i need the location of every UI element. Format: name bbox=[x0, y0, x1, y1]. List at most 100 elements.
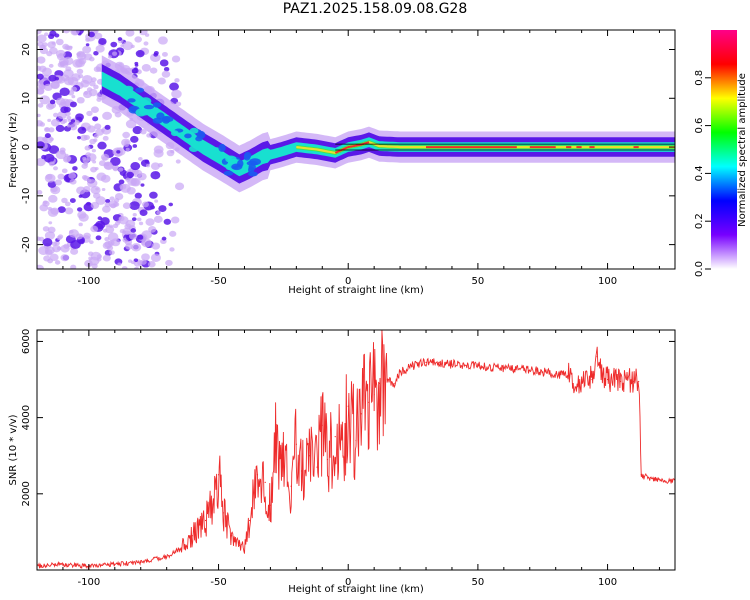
noise-speckle bbox=[147, 261, 156, 268]
noise-speckle bbox=[149, 191, 158, 199]
top-x-axis-label: Height of straight line (km) bbox=[288, 285, 424, 296]
noise-speckle bbox=[100, 217, 110, 225]
snr-point bbox=[653, 477, 655, 480]
snr-point bbox=[386, 378, 388, 381]
snr-point bbox=[568, 375, 570, 377]
snr-point bbox=[619, 380, 622, 383]
noise-speckle bbox=[37, 56, 46, 64]
noise-speckle bbox=[137, 172, 147, 181]
top-xtick-label: 50 bbox=[472, 276, 485, 287]
noise-speckle bbox=[47, 258, 54, 264]
noise-speckle bbox=[53, 166, 59, 171]
ridge-blob bbox=[151, 108, 158, 116]
noise-speckle bbox=[169, 247, 175, 252]
noise-speckle bbox=[71, 95, 76, 99]
top-ytick-label: -20 bbox=[21, 236, 32, 252]
noise-speckle bbox=[136, 217, 142, 222]
ridge-blob bbox=[170, 130, 179, 137]
noise-speckle bbox=[130, 228, 137, 233]
noise-speckle bbox=[117, 262, 122, 266]
snr-point bbox=[300, 470, 303, 472]
top-frame bbox=[36, 29, 676, 270]
noise-speckle bbox=[130, 162, 141, 171]
noise-speckle bbox=[175, 159, 181, 164]
noise-speckle bbox=[93, 138, 98, 142]
noise-speckle bbox=[170, 216, 180, 224]
noise-speckle bbox=[69, 101, 77, 108]
noise-speckle bbox=[76, 52, 81, 57]
noise-speckle bbox=[109, 224, 114, 228]
noise-speckle bbox=[54, 260, 61, 265]
noise-speckle bbox=[46, 51, 53, 57]
noise-speckle bbox=[90, 201, 100, 209]
noise-speckle bbox=[153, 215, 163, 224]
noise-speckle bbox=[166, 149, 175, 157]
snr-point bbox=[326, 458, 329, 461]
ridge-blob bbox=[188, 145, 199, 152]
noise-speckle bbox=[131, 243, 142, 252]
noise-speckle bbox=[82, 45, 92, 54]
noise-speckle bbox=[118, 167, 124, 172]
colorbar-tick-label: 0.6 bbox=[694, 118, 705, 134]
noise-speckle bbox=[37, 73, 44, 80]
noise-speckle bbox=[68, 172, 77, 179]
noise-speckle bbox=[78, 194, 83, 198]
snr-point bbox=[394, 382, 396, 384]
noise-speckle bbox=[75, 59, 85, 68]
noise-speckle bbox=[42, 200, 48, 205]
noise-speckle bbox=[95, 45, 105, 53]
snr-point bbox=[179, 548, 181, 550]
ridge-blob bbox=[152, 117, 163, 124]
noise-speckle bbox=[104, 237, 110, 242]
snr-point bbox=[334, 436, 336, 438]
noise-speckle bbox=[70, 264, 77, 269]
noise-speckle bbox=[37, 30, 42, 35]
noise-speckle bbox=[94, 32, 103, 40]
noise-speckle bbox=[56, 246, 62, 251]
noise-speckle bbox=[50, 80, 60, 89]
noise-speckle bbox=[81, 163, 88, 169]
colorbar-tick-label: 0.2 bbox=[694, 213, 705, 229]
snr-point bbox=[256, 474, 259, 476]
noise-speckle bbox=[101, 187, 106, 192]
bottom-ytick-label: 4000 bbox=[21, 405, 32, 430]
bottom-ytick-label: 2000 bbox=[21, 481, 32, 506]
bottom-xtick-label: -100 bbox=[78, 577, 101, 588]
noise-speckle bbox=[62, 156, 71, 163]
noise-speckle bbox=[104, 240, 113, 249]
noise-speckle bbox=[105, 198, 111, 204]
noise-speckle bbox=[91, 148, 96, 153]
noise-speckle bbox=[140, 183, 145, 187]
noise-speckle bbox=[90, 225, 99, 233]
noise-speckle bbox=[44, 231, 56, 240]
noise-speckle bbox=[123, 142, 129, 148]
snr-point bbox=[581, 378, 583, 381]
snr-point bbox=[378, 382, 380, 384]
noise-speckle bbox=[50, 119, 60, 127]
noise-speckle bbox=[102, 111, 113, 121]
noise-speckle bbox=[69, 198, 76, 203]
noise-speckle bbox=[57, 206, 66, 214]
noise-speckle bbox=[98, 37, 107, 45]
noise-speckle bbox=[48, 127, 55, 133]
noise-speckle bbox=[86, 110, 93, 117]
noise-speckle bbox=[60, 254, 70, 262]
ridge-blob bbox=[189, 127, 199, 134]
noise-speckle bbox=[126, 171, 134, 179]
ridge-blob bbox=[134, 87, 145, 93]
noise-speckle bbox=[174, 182, 185, 191]
noise-speckle bbox=[88, 31, 95, 38]
bottom-ytick-label: 6000 bbox=[21, 329, 32, 354]
snr-point bbox=[664, 479, 666, 482]
snr-point bbox=[606, 378, 609, 381]
snr-point bbox=[282, 462, 284, 464]
snr-point bbox=[632, 380, 635, 383]
snr-point bbox=[601, 375, 603, 377]
noise-speckle bbox=[54, 33, 60, 38]
noise-speckle bbox=[117, 37, 123, 41]
noise-speckle bbox=[145, 218, 155, 226]
noise-speckle bbox=[135, 50, 145, 58]
snr-point bbox=[342, 455, 344, 457]
